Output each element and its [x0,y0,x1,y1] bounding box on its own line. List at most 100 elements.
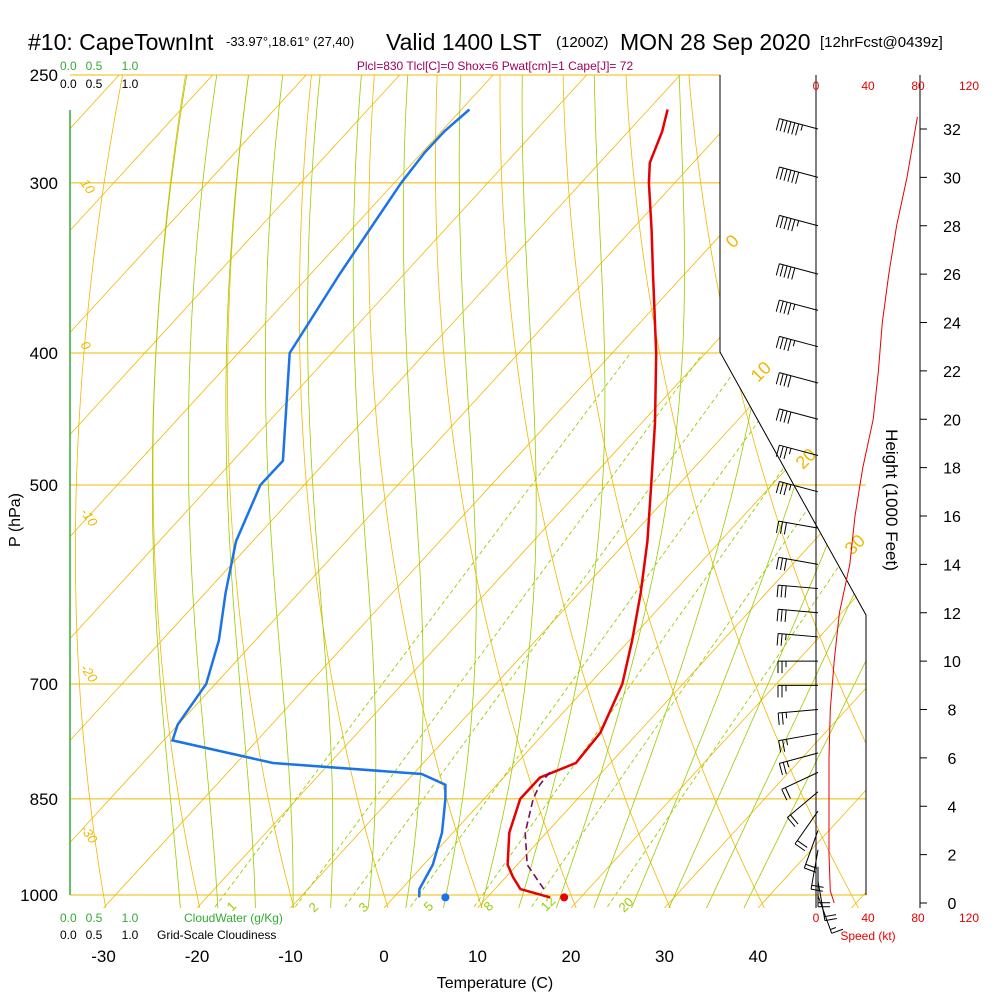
wind-barb [775,263,819,280]
wind-barb [781,771,819,801]
y-axis-title: P (hPa) [7,493,24,547]
cloudiness-scale-bottom: 0.5 [86,928,103,942]
wind-barb [776,608,819,622]
height-tick-label: 24 [943,316,961,333]
height-speed-panel: 0246810121416182022242628303200404080801… [813,75,979,925]
pressure-tick-label: 400 [30,344,58,363]
wind-barb [775,166,819,184]
moist-adiabat [307,75,334,908]
speed-tick-bottom: 120 [959,911,979,925]
speed-tick-bottom: 80 [911,911,925,925]
mixing-ratio-label: 8 [481,898,497,914]
x-axis-title: Temperature (C) [437,975,553,992]
height-tick-label: 20 [943,412,961,429]
temperature-tick-label: -30 [91,947,116,966]
isotherm-line [570,75,866,908]
dry-adiabat [152,75,202,908]
wind-barb [775,335,819,352]
temperature-tick-label: 20 [562,947,581,966]
pressure-tick-label: 300 [30,174,58,193]
wind-barbs [775,118,844,934]
temperature-tick-label: 40 [749,947,768,966]
surface-dewpoint-dot [441,893,450,902]
moist-adiabat [352,75,377,908]
speed-tick-top: 80 [911,79,925,93]
pressure-tick-label: 500 [30,476,58,495]
height-axis-title: Height (1000 Feet) [882,429,901,571]
moist-adiabat-label: 30 [841,531,869,559]
dry-adiabat [624,75,862,908]
wind-barb [810,849,824,892]
cloudwater-scale-bottom: 1.0 [122,911,139,925]
wind-barb [775,214,819,232]
wind-barb [775,480,819,496]
wind-barb [777,684,818,698]
pressure-tick-label: 1000 [20,886,58,905]
dry-adiabat-label: -10 [78,505,102,530]
isotherm-line [70,75,657,908]
moist-adiabat [403,75,424,908]
cloudwater-scale-top: 0.0 [60,59,77,73]
moist-adiabat [629,75,866,908]
mixing-ratio-line [210,352,631,908]
mixing-ratio-label: 5 [421,898,437,914]
dewpoint-line [170,108,471,898]
height-tick-label: 18 [943,461,961,478]
cloudiness-scale-bottom: 0.0 [60,928,77,942]
speed-tick-top: 0 [813,79,820,93]
wind-barb [775,408,819,424]
forecast-info: [12hrFcst@0439z] [820,34,943,51]
height-tick-label: 14 [943,557,961,574]
isotherm-line [70,75,844,908]
cloudwater-label: CloudWater (g/Kg) [184,911,283,925]
mixing-ratio-line [603,352,866,908]
moist-adiabat-label: 10 [747,358,775,386]
height-tick-label: 16 [943,509,961,526]
dry-adiabat [686,75,866,908]
height-tick-label: 2 [948,848,957,865]
forecast-date: MON 28 Sep 2020 [620,29,811,55]
wind-barb [776,632,819,646]
dry-adiabat [748,75,866,908]
pressure-tick-label: 850 [30,790,58,809]
moist-adiabat-label: 0 [722,231,743,252]
cloudwater-scale-top: 0.5 [86,59,103,73]
isotherm-line [290,75,866,908]
moist-adiabat [442,75,477,908]
isotherm-line [383,75,866,908]
sounding-parameters: Plcl=830 Tlcl[C]=0 Shox=6 Pwat[cm]=1 Cap… [357,59,634,73]
surface-temperature-dot [560,893,569,902]
moist-adiabat [225,75,256,908]
dry-adiabat [499,75,673,908]
isotherm-line [70,75,563,908]
height-tick-label: 10 [943,654,961,671]
wind-barb [817,895,844,934]
plot-boundary [719,75,867,895]
isotherm-line [851,75,866,908]
wind-barb [817,881,837,922]
wind-barb [786,791,819,827]
cloudiness-scale-top: 1.0 [122,77,139,91]
cloudiness-scale-top: 0.0 [60,77,77,91]
moist-adiabat [151,75,192,908]
profiles [170,108,669,902]
mixing-ratio-label: 2 [306,899,322,915]
temperature-tick-label: 30 [655,947,674,966]
wind-barb [776,584,819,598]
height-tick-label: 8 [948,703,957,720]
parcel-path [524,769,552,890]
moist-adiabat [479,75,537,908]
height-tick-label: 12 [943,606,961,623]
dry-adiabat [227,75,296,908]
mixing-ratio-label: 20 [616,894,637,915]
mixing-ratio-line [290,352,704,908]
cloudwater-scale-bottom: 0.0 [60,911,77,925]
isotherm-line [477,75,866,908]
speed-axis-title: Speed (kt) [840,929,895,943]
isotherm-line [70,75,750,908]
wind-barb [775,444,819,459]
dry-adiabat [75,75,128,908]
station-title: #10: CapeTownInt [28,29,214,55]
